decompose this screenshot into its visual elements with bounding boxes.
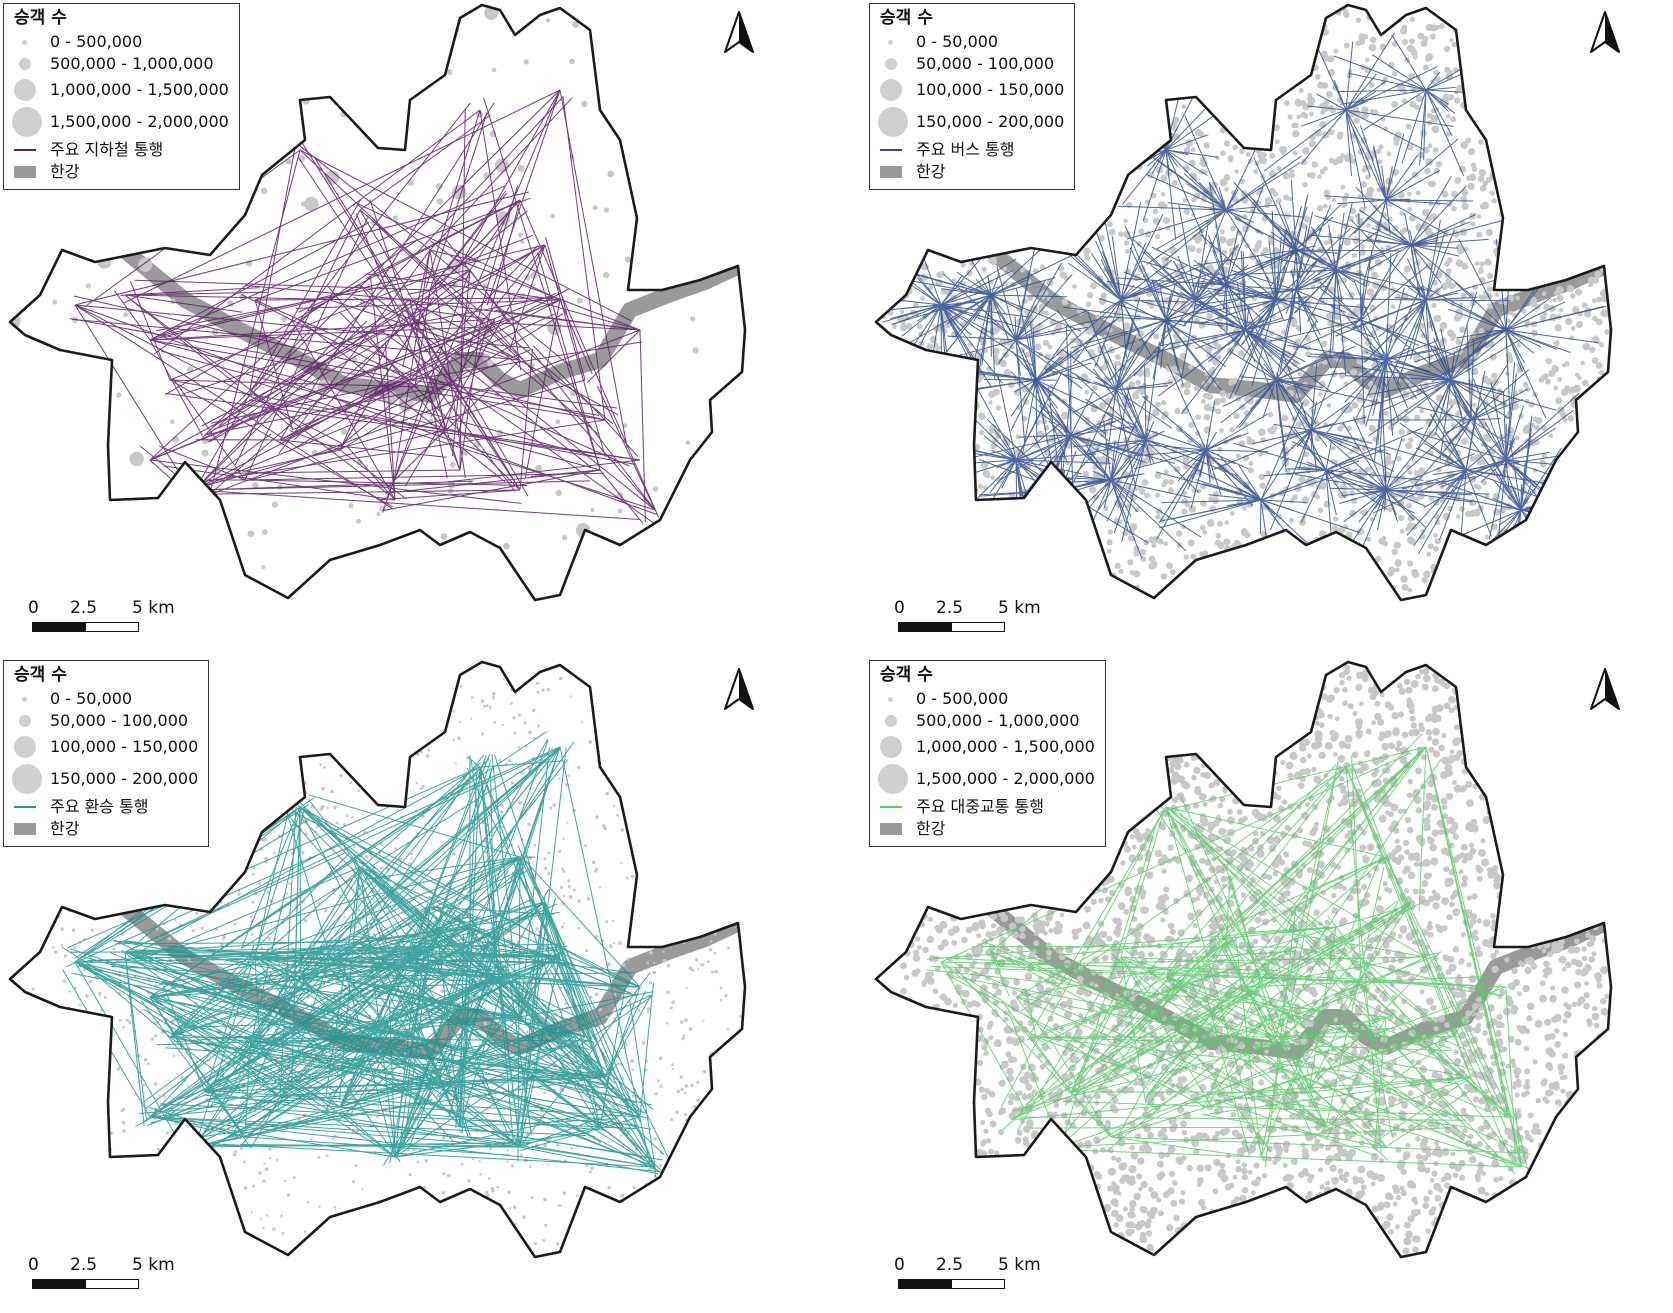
map-canvas <box>8 660 747 1259</box>
river-swatch-icon <box>14 823 36 835</box>
size-dot-icon <box>14 736 36 758</box>
scale-label-5km: 5 km <box>998 598 1041 618</box>
legend-size-class: 1,500,000 - 2,000,000 <box>916 769 1095 788</box>
river-swatch-icon <box>14 166 36 178</box>
size-dot-icon <box>885 58 897 70</box>
seoul-area <box>876 662 1611 1257</box>
legend-river-label: 한강 <box>916 162 946 181</box>
scale-bar: 0 2.5 5 km <box>28 1255 188 1295</box>
scale-label-2-5: 2.5 <box>70 1255 98 1275</box>
river-swatch-icon <box>880 166 902 178</box>
map-legend: 승객 수 0 - 50,000 50,000 - 100,000 100,000… <box>3 660 210 847</box>
scale-label-0: 0 <box>28 1255 39 1275</box>
legend-flow-label: 주요 대중교통 통행 <box>916 797 1044 816</box>
legend-title: 승객 수 <box>880 665 933 685</box>
scale-label-0: 0 <box>894 598 905 618</box>
flow-lines <box>926 733 1535 1176</box>
legend-size-class: 0 - 500,000 <box>916 689 1009 708</box>
size-dot-icon <box>19 715 31 727</box>
map-panel-bus: 승객 수 0 - 50,000 50,000 - 100,000 100,000… <box>866 0 1673 656</box>
flow-line-icon <box>880 806 902 808</box>
scale-label-2-5: 2.5 <box>936 1255 964 1275</box>
size-dot-icon <box>888 696 893 702</box>
river-swatch-icon <box>880 823 902 835</box>
map-canvas <box>8 3 747 602</box>
flow-line-icon <box>14 806 36 808</box>
size-dot-icon <box>880 736 902 758</box>
legend-size-class: 0 - 500,000 <box>50 32 143 51</box>
legend-size-class: 150,000 - 200,000 <box>50 769 199 788</box>
legend-size-class: 500,000 - 1,000,000 <box>916 711 1080 730</box>
legend-flow-label: 주요 지하철 통행 <box>50 140 164 159</box>
scale-label-5km: 5 km <box>132 598 175 618</box>
scale-label-2-5: 2.5 <box>70 598 98 618</box>
legend-title: 승객 수 <box>14 665 67 685</box>
size-dot-icon <box>878 107 908 137</box>
scale-label-0: 0 <box>894 1255 905 1275</box>
scale-label-5km: 5 km <box>998 1255 1041 1275</box>
legend-title: 승객 수 <box>880 8 933 28</box>
legend-flow-label: 주요 환승 통행 <box>50 797 149 816</box>
scale-bar: 0 2.5 5 km <box>894 598 1054 638</box>
legend-river-label: 한강 <box>50 162 80 181</box>
map-panel-subway: 승객 수 0 - 500,000 500,000 - 1,000,000 1,0… <box>0 0 836 656</box>
size-dot-icon <box>878 764 908 794</box>
seoul-area <box>876 5 1611 600</box>
legend-size-class: 100,000 - 150,000 <box>916 80 1065 99</box>
flow-lines <box>61 732 670 1178</box>
size-dot-icon <box>14 79 36 101</box>
map-panel-transfer: 승객 수 0 - 50,000 50,000 - 100,000 100,000… <box>0 657 836 1313</box>
legend-size-class: 500,000 - 1,000,000 <box>50 54 214 73</box>
seoul-boundary <box>874 3 1613 602</box>
legend-title: 승객 수 <box>14 8 67 28</box>
size-dot-icon <box>880 79 902 101</box>
north-arrow-icon <box>724 11 754 53</box>
legend-size-class: 50,000 - 100,000 <box>916 54 1055 73</box>
scale-bar: 0 2.5 5 km <box>28 598 188 638</box>
legend-size-class: 100,000 - 150,000 <box>50 737 199 756</box>
scale-label-5km: 5 km <box>132 1255 175 1275</box>
size-dot-icon <box>19 58 31 70</box>
flow-line-icon <box>14 149 36 151</box>
map-panel-all-transit: 승객 수 0 - 500,000 500,000 - 1,000,000 1,0… <box>866 657 1673 1313</box>
legend-flow-label: 주요 버스 통행 <box>916 140 1015 159</box>
size-dot-icon <box>885 715 897 727</box>
legend-river-label: 한강 <box>50 819 80 838</box>
size-dot-icon <box>12 764 42 794</box>
legend-size-class: 0 - 50,000 <box>50 689 133 708</box>
size-dot-icon <box>22 39 27 45</box>
north-arrow-icon <box>1590 11 1620 53</box>
legend-size-class: 50,000 - 100,000 <box>50 711 189 730</box>
scale-bar: 0 2.5 5 km <box>894 1255 1054 1295</box>
scale-label-0: 0 <box>28 598 39 618</box>
han-river <box>77 210 743 403</box>
map-legend: 승객 수 0 - 500,000 500,000 - 1,000,000 1,0… <box>3 3 240 190</box>
size-dot-icon <box>888 39 893 45</box>
north-arrow-icon <box>724 668 754 710</box>
stop-points <box>880 7 1611 593</box>
legend-size-class: 1,000,000 - 1,500,000 <box>50 80 229 99</box>
legend-size-class: 0 - 50,000 <box>916 32 999 51</box>
legend-size-class: 1,500,000 - 2,000,000 <box>50 112 229 131</box>
size-dot-icon <box>12 107 42 137</box>
seoul-boundary <box>8 3 747 602</box>
map-legend: 승객 수 0 - 50,000 50,000 - 100,000 100,000… <box>869 3 1076 190</box>
map-canvas <box>874 3 1613 602</box>
size-dot-icon <box>22 696 27 702</box>
seoul-boundary <box>8 660 747 1259</box>
seoul-boundary <box>874 660 1613 1259</box>
flow-line-icon <box>880 149 902 151</box>
scale-label-2-5: 2.5 <box>936 598 964 618</box>
map-canvas <box>874 660 1613 1259</box>
legend-size-class: 1,000,000 - 1,500,000 <box>916 737 1095 756</box>
legend-river-label: 한강 <box>916 819 946 838</box>
map-legend: 승객 수 0 - 500,000 500,000 - 1,000,000 1,0… <box>869 660 1106 847</box>
north-arrow-icon <box>1590 668 1620 710</box>
legend-size-class: 150,000 - 200,000 <box>916 112 1065 131</box>
